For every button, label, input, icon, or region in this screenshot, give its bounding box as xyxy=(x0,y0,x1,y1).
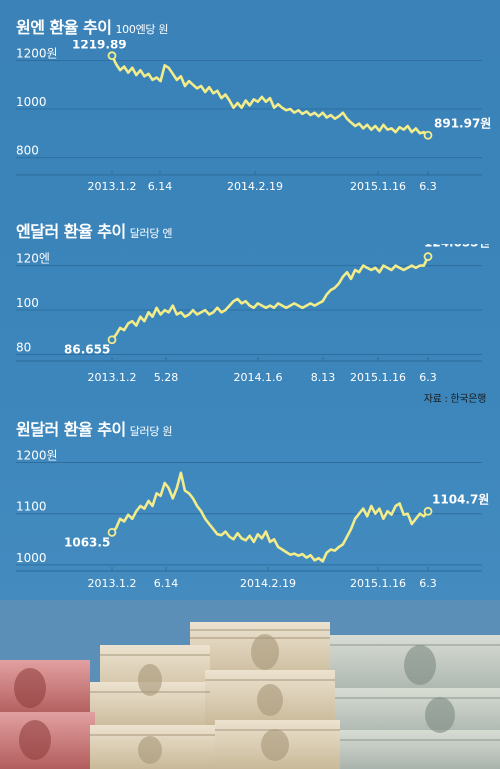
x-tick-label: 5.28 xyxy=(154,371,179,384)
chart-1-svg: 1200원 1000 800 2013.1.2 6.14 2014.2.19 2015.1.… xyxy=(16,40,491,193)
x-tick-label: 6.3 xyxy=(419,577,437,590)
series-line xyxy=(110,55,429,137)
source-note: 자료 : 한국은행 xyxy=(423,394,487,405)
end-value-label: 1104.7원 xyxy=(432,492,489,506)
end-point xyxy=(423,506,433,516)
y-tick-label: 1200원 xyxy=(16,449,58,463)
chart-3-title-text: 원달러 환율 추이 xyxy=(16,420,126,439)
x-tick-label: 2014.1.6 xyxy=(234,371,283,384)
x-tick-label: 2013.1.2 xyxy=(88,577,137,590)
start-value-label: 86.655 xyxy=(64,343,110,357)
x-tick-label: 6.3 xyxy=(419,371,437,384)
y-tick-label: 1200원 xyxy=(16,46,58,60)
y-tick-label: 100 xyxy=(16,296,39,310)
banknotes-photo xyxy=(0,600,500,769)
chart-2-unit: 달러당 엔 xyxy=(129,227,173,240)
x-tick-label: 6.3 xyxy=(419,180,437,193)
y-tick-label: 800 xyxy=(16,144,39,158)
start-point xyxy=(107,335,117,345)
end-value-label: 124.055엔 xyxy=(424,244,490,250)
end-point xyxy=(423,252,433,261)
y-tick-label: 1000 xyxy=(16,551,47,565)
chart-2-title: 엔달러 환율 추이 달러당 엔 xyxy=(16,218,172,242)
chart-3-unit: 달러당 원 xyxy=(129,425,173,438)
chart-3-svg: 1200원 1100 1000 2013.1.2 6.14 2014.2.19 2015.1… xyxy=(16,449,489,590)
start-point xyxy=(107,527,117,537)
x-tick-label: 2015.1.16 xyxy=(350,180,406,193)
x-tick-label: 2015.1.16 xyxy=(350,371,406,384)
usd-stack-front xyxy=(340,730,500,769)
x-tick-label: 2014.2.19 xyxy=(227,180,283,193)
chart-3-title: 원달러 환율 추이 달러당 원 xyxy=(16,416,172,440)
series-line xyxy=(110,256,430,341)
x-tick-label: 2013.1.2 xyxy=(88,371,137,384)
end-point xyxy=(423,130,433,140)
end-value-label: 891.97원 xyxy=(434,116,491,130)
chart-2-svg: 120엔 100 80 2013.1.2 5.28 2014.1.6 8.13 2015.1.… xyxy=(16,244,490,384)
x-tick-label: 2015.1.16 xyxy=(350,577,406,590)
y-tick-label: 80 xyxy=(16,341,31,355)
start-value-label: 1219.89 xyxy=(72,40,127,52)
chart-1-title: 원엔 환율 추이 100엔당 원 xyxy=(16,14,169,38)
y-tick-label: 1000 xyxy=(16,95,47,109)
x-tick-label: 6.14 xyxy=(148,180,173,193)
x-tick-label: 2013.1.2 xyxy=(88,180,137,193)
x-tick-label: 2014.2.19 xyxy=(240,577,296,590)
chart-1-title-text: 원엔 환율 추이 xyxy=(16,18,112,37)
x-tick-label: 8.13 xyxy=(311,371,336,384)
x-tick-label: 6.14 xyxy=(154,577,179,590)
y-tick-label: 1100 xyxy=(16,500,47,514)
start-value-label: 1063.5 xyxy=(64,535,110,549)
start-point xyxy=(107,51,117,61)
y-tick-label: 120엔 xyxy=(16,252,50,266)
series-line xyxy=(111,471,430,563)
chart-1-unit: 100엔당 원 xyxy=(115,23,169,36)
chart-2-title-text: 엔달러 환율 추이 xyxy=(16,222,126,241)
